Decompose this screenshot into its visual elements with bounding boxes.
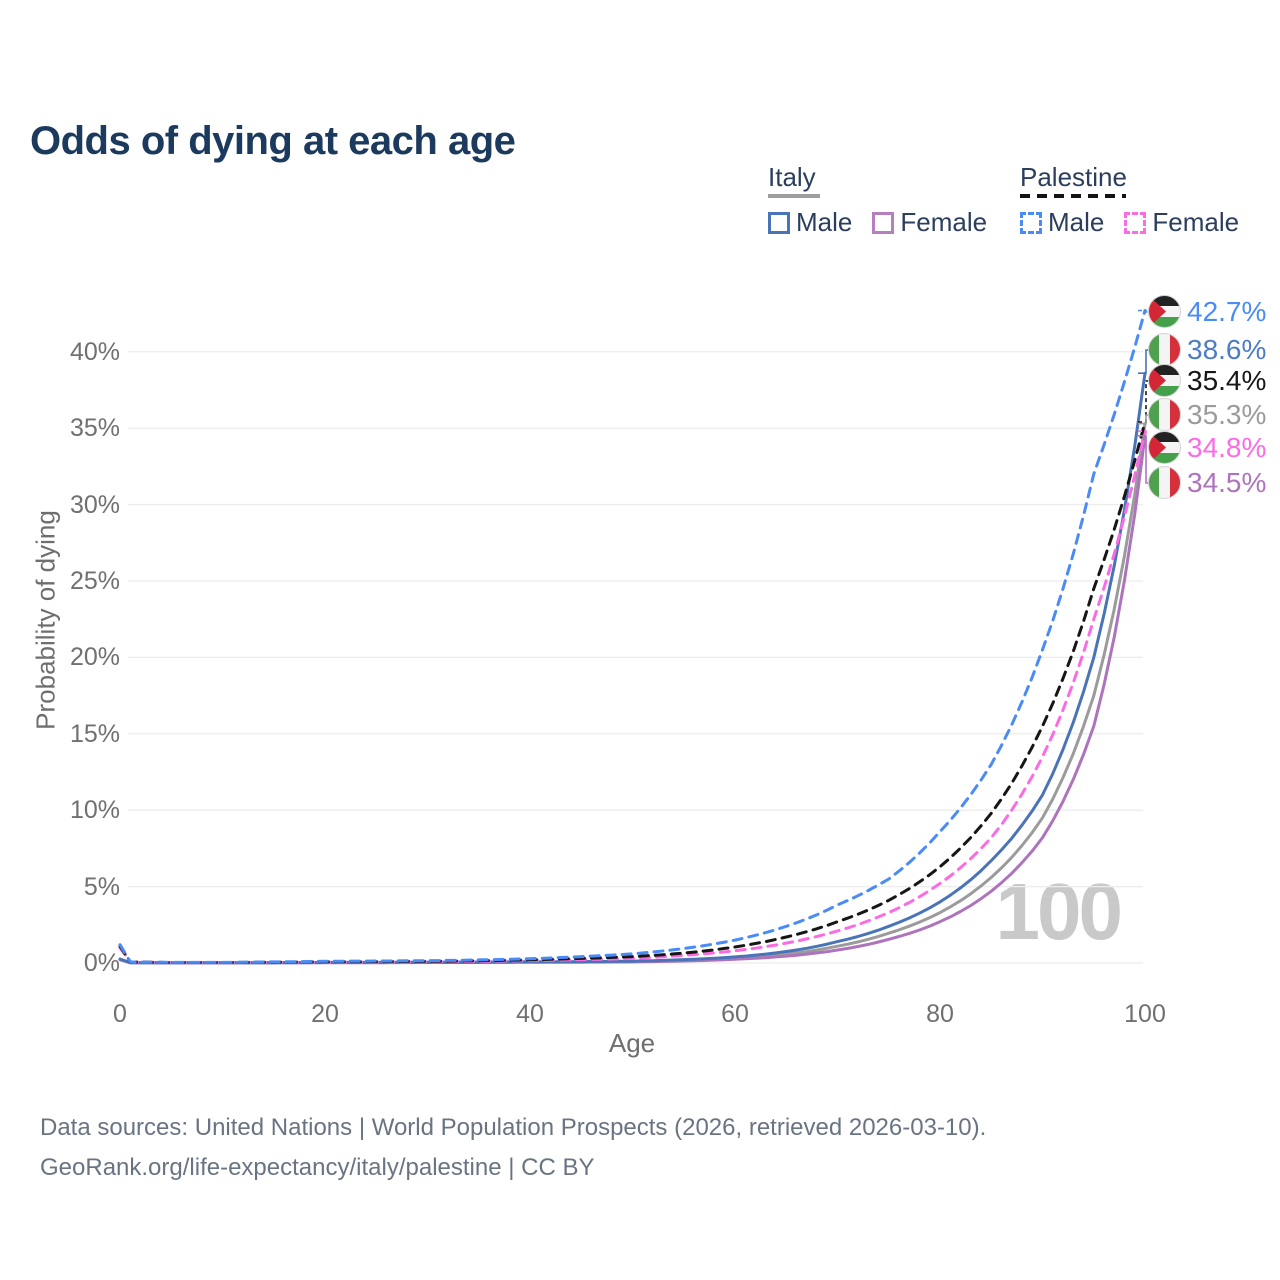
legend-item-label: Male [796, 207, 853, 237]
legend-title-palestine: Palestine [1020, 162, 1127, 192]
italy-female-swatch-icon [872, 211, 895, 234]
x-tick-label: 60 [721, 1000, 749, 1028]
palestine-female-swatch-icon [1124, 211, 1147, 234]
end-value-label: 34.8% [1187, 431, 1267, 463]
y-tick-label: 15% [69, 719, 120, 748]
x-tick-label: 40 [516, 1000, 544, 1028]
y-tick-label: 25% [69, 566, 120, 595]
palestine-flag-icon [1148, 295, 1181, 328]
x-tick-label: 0 [113, 1000, 127, 1028]
italy-flag-icon [1148, 333, 1181, 366]
palestine-male-swatch-icon [1020, 211, 1042, 234]
y-tick-label: 40% [69, 337, 120, 366]
page-title: Odds of dying at each age [30, 118, 516, 163]
attribution-line: GeoRank.org/life-expectancy/italy/palest… [40, 1154, 595, 1181]
palestine-flag-icon [1148, 431, 1181, 464]
x-tick-label: 20 [311, 1000, 339, 1028]
end-value-label: 35.3% [1187, 398, 1267, 430]
italy-male-swatch-icon [768, 211, 790, 234]
series-line-palestine-male[interactable] [118, 309, 1147, 964]
end-value-label: 35.4% [1187, 364, 1267, 396]
legend-title-italy: Italy [768, 162, 816, 192]
series-line-palestine-female[interactable] [118, 429, 1147, 965]
legend-underline-italy [768, 194, 820, 198]
y-tick-label: 35% [69, 414, 120, 443]
end-label-palestine-male: 42.7% [1148, 295, 1266, 328]
legend-item-label: Male [1048, 207, 1105, 237]
x-tick-label: 100 [1124, 1000, 1166, 1028]
legend-item-label: Female [900, 207, 988, 237]
y-tick-label: 30% [69, 490, 120, 519]
end-value-label: 34.5% [1187, 466, 1267, 498]
legend-group-palestine: Palestine Male Female [1020, 162, 1239, 238]
legend-item-label: Female [1152, 207, 1240, 237]
legend-underline-palestine [1020, 194, 1126, 198]
age-watermark: 100 [995, 867, 1123, 956]
italy-flag-icon [1148, 466, 1181, 499]
y-tick-label: 0% [83, 949, 120, 977]
end-value-label: 38.6% [1187, 333, 1267, 365]
end-label-palestine-female: 34.8% [1148, 431, 1266, 464]
italy-flag-icon [1148, 398, 1181, 431]
x-tick-label: 80 [926, 1000, 954, 1028]
y-tick-label: 5% [83, 872, 120, 901]
end-label-palestine-both: 35.4% [1148, 364, 1266, 397]
series-line-palestine-both[interactable] [118, 420, 1147, 964]
palestine-flag-icon [1148, 364, 1181, 397]
end-label-italy-male: 38.6% [1148, 333, 1266, 366]
legend-group-italy: Italy Male Female [768, 162, 987, 238]
leader-line-palestine-male [1138, 309, 1151, 313]
end-value-label: 42.7% [1187, 295, 1267, 327]
end-label-italy-both: 35.3% [1148, 398, 1266, 431]
series-line-italy-female[interactable] [118, 434, 1147, 965]
legend-item-italy-male[interactable]: Male [768, 207, 852, 238]
series-line-italy-male[interactable] [118, 371, 1147, 965]
data-source-line: Data sources: United Nations | World Pop… [40, 1114, 987, 1141]
legend-item-italy-female[interactable]: Female [872, 207, 987, 238]
y-tick-label: 10% [69, 796, 120, 825]
y-tick-label: 20% [69, 643, 120, 672]
legend-item-palestine-male[interactable]: Male [1020, 207, 1104, 238]
footer: Data sources: United Nations | World Pop… [40, 1108, 986, 1188]
x-axis-title: Age [608, 1028, 656, 1058]
legend-item-palestine-female[interactable]: Female [1124, 207, 1239, 238]
end-label-italy-female: 34.5% [1148, 466, 1266, 499]
